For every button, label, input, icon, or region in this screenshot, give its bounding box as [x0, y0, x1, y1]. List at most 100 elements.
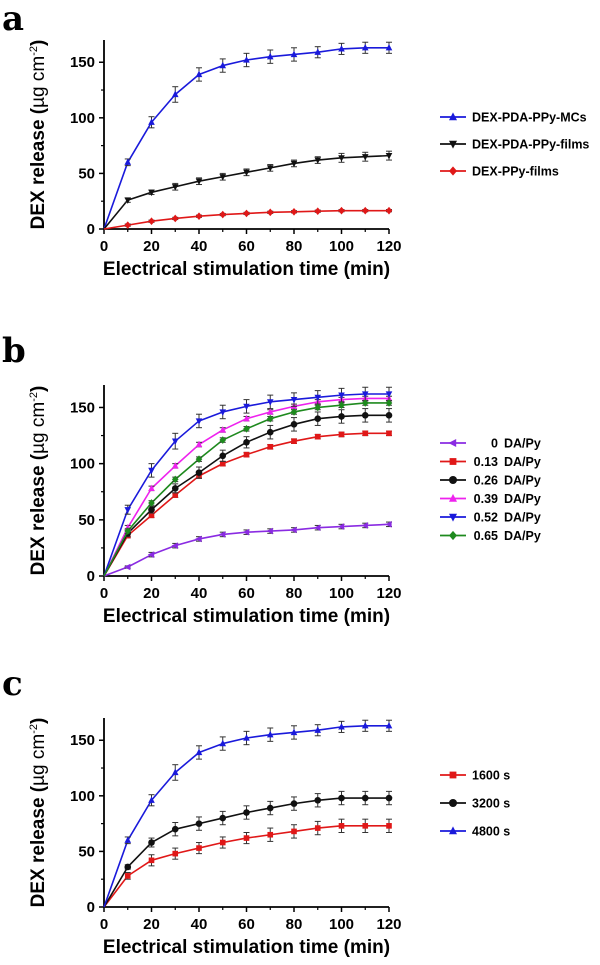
- legend-item: 0.39 DA/Py: [440, 492, 541, 506]
- data-point: [385, 391, 393, 398]
- data-point: [195, 178, 203, 185]
- series-dex-ppy-films: [103, 206, 393, 230]
- y-axis-label-close: ): [28, 40, 49, 46]
- data-point: [314, 796, 322, 804]
- series-0-26: [103, 408, 393, 577]
- y-axis-label-unit: µg cm: [28, 56, 49, 108]
- x-axis-label: Electrical stimulation time (min): [103, 937, 390, 958]
- data-point: [243, 169, 250, 177]
- data-point: [148, 467, 155, 475]
- x-tick-label: 120: [376, 238, 401, 255]
- series-line: [103, 154, 390, 230]
- legend-marker: [449, 476, 457, 484]
- y-tick-label: 50: [78, 843, 95, 860]
- legend-label-unit: DA/Py: [504, 474, 541, 488]
- legend-label: 3200 s: [472, 797, 510, 811]
- data-point: [361, 399, 369, 407]
- axes: 0 20 40 60 80 100 120 0 50 100 150: [70, 385, 402, 602]
- x-tick-label: 20: [143, 916, 160, 933]
- x-tick-label: 120: [376, 585, 401, 602]
- data-point: [266, 408, 274, 415]
- legend-label: 4800 s: [472, 825, 510, 839]
- data-point: [361, 522, 368, 529]
- data-point: [314, 48, 322, 55]
- x-tick-label: 100: [329, 238, 354, 255]
- legend-item: 0.52 DA/Py: [440, 511, 541, 525]
- legend-item: 1600 s: [440, 769, 510, 783]
- x-tick-label: 20: [143, 585, 160, 602]
- data-point: [195, 820, 203, 827]
- data-point: [147, 551, 155, 558]
- data-point: [361, 794, 369, 802]
- data-point: [338, 723, 345, 730]
- x-tick-label: 80: [286, 238, 303, 255]
- data-point: [338, 206, 345, 215]
- data-point: [124, 507, 132, 514]
- data-point: [195, 455, 203, 463]
- data-point: [314, 207, 322, 216]
- data-point: [148, 217, 155, 226]
- data-point: [386, 430, 392, 437]
- x-tick-label: 40: [191, 238, 208, 255]
- data-point: [195, 748, 203, 756]
- series-dex-pda-ppy-films: [103, 150, 393, 230]
- series-0-39: [103, 394, 393, 577]
- legend-item: 0.65 DA/Py: [440, 529, 541, 543]
- legend-marker: [448, 439, 457, 447]
- x-tick-label: 100: [329, 585, 354, 602]
- data-point: [314, 433, 321, 440]
- panel-label: b: [2, 331, 26, 371]
- legend-marker: [449, 458, 457, 465]
- data-point: [243, 425, 250, 433]
- y-tick-label: 150: [70, 732, 95, 749]
- panel-label: c: [2, 664, 23, 704]
- data-point: [314, 825, 321, 831]
- x-tick-label: 100: [329, 916, 354, 933]
- legend-label-value: 0: [491, 437, 498, 451]
- chart-panel-b: b 0 20 40 60 80 100 120 0 50 100 150 Electrical stim…: [2, 331, 541, 627]
- data-point: [171, 214, 179, 223]
- data-point: [242, 528, 250, 536]
- data-point: [219, 814, 227, 822]
- legend-marker: [449, 799, 457, 807]
- series-0: [103, 521, 392, 577]
- data-point: [219, 61, 227, 69]
- data-point: [243, 439, 250, 446]
- legend-item: 3200 s: [440, 797, 510, 811]
- data-point: [314, 415, 322, 423]
- data-point: [314, 726, 322, 733]
- data-point: [361, 43, 369, 51]
- legend-label-value: 0.26: [474, 474, 498, 488]
- data-point: [361, 391, 369, 398]
- legend-marker: [449, 530, 457, 541]
- data-point: [171, 438, 179, 445]
- data-point: [243, 403, 250, 411]
- legend-label-unit: DA/Py: [504, 437, 541, 451]
- y-axis-label-exp: -2: [28, 46, 40, 56]
- data-point: [243, 809, 250, 816]
- panel-label: a: [2, 0, 24, 39]
- data-point: [148, 189, 155, 197]
- data-point: [123, 563, 131, 571]
- y-tick-label: 0: [87, 221, 95, 238]
- data-point: [124, 873, 131, 879]
- data-point: [148, 484, 155, 492]
- data-point: [124, 836, 132, 843]
- y-axis-label-main: DEX release (: [28, 107, 49, 229]
- data-point: [290, 396, 298, 404]
- x-axis-label: Electrical stimulation time (min): [103, 259, 390, 280]
- y-axis-label-unit: µg cm: [28, 734, 49, 786]
- legend-item: DEX-PDA-PPy-MCs: [440, 111, 587, 125]
- data-point: [219, 436, 227, 444]
- data-point: [337, 523, 345, 530]
- data-point: [148, 118, 155, 125]
- data-point: [266, 208, 274, 217]
- legend-item: 4800 s: [440, 825, 510, 839]
- data-point: [171, 475, 179, 484]
- data-point: [385, 721, 393, 729]
- data-point: [219, 452, 227, 460]
- data-point: [338, 401, 345, 410]
- x-tick-label: 60: [238, 916, 255, 933]
- data-point: [171, 768, 179, 776]
